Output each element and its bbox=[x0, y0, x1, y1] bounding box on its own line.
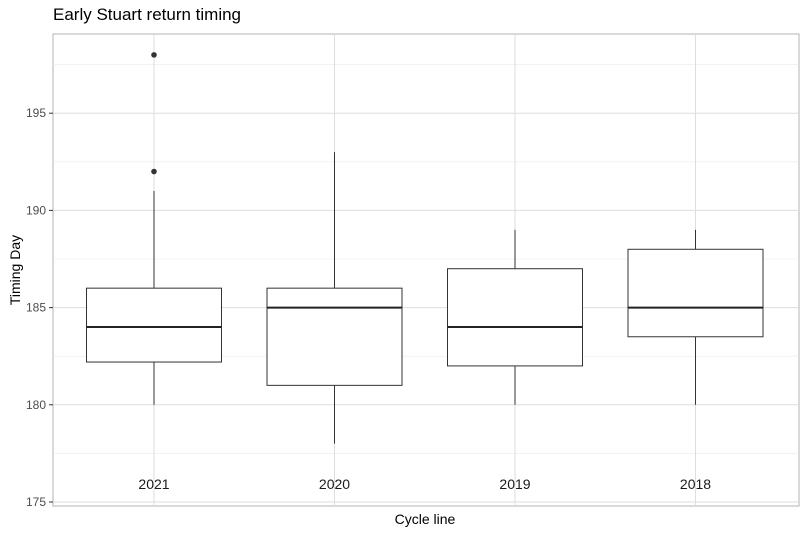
box-body bbox=[86, 287, 222, 363]
x-axis-title: Cycle line bbox=[395, 511, 456, 527]
box-2018 bbox=[627, 229, 764, 405]
box-2021 bbox=[86, 52, 222, 405]
y-tick-label: 195 bbox=[26, 106, 46, 120]
outlier-point bbox=[151, 168, 157, 175]
box-body bbox=[266, 287, 403, 386]
outlier-point bbox=[151, 52, 157, 58]
box-series bbox=[86, 52, 764, 444]
y-tick-label: 190 bbox=[26, 203, 46, 217]
y-tick-label: 185 bbox=[26, 301, 46, 315]
y-axis-ticks: 175 180 185 190 195 bbox=[26, 106, 53, 509]
category-label: 2021 bbox=[138, 476, 169, 492]
box-body bbox=[627, 248, 764, 338]
y-tick-label: 180 bbox=[26, 398, 46, 412]
box-2020 bbox=[266, 152, 403, 444]
chart-title: Early Stuart return timing bbox=[53, 5, 242, 24]
category-label: 2018 bbox=[680, 476, 711, 492]
category-label: 2019 bbox=[499, 476, 530, 492]
y-tick-label: 175 bbox=[26, 495, 46, 509]
category-labels: 2021 2020 2019 2018 bbox=[138, 476, 711, 492]
category-label: 2020 bbox=[319, 476, 350, 492]
box-2019 bbox=[447, 229, 583, 405]
y-axis-title: Timing Day bbox=[7, 235, 23, 305]
box-body bbox=[447, 268, 583, 367]
